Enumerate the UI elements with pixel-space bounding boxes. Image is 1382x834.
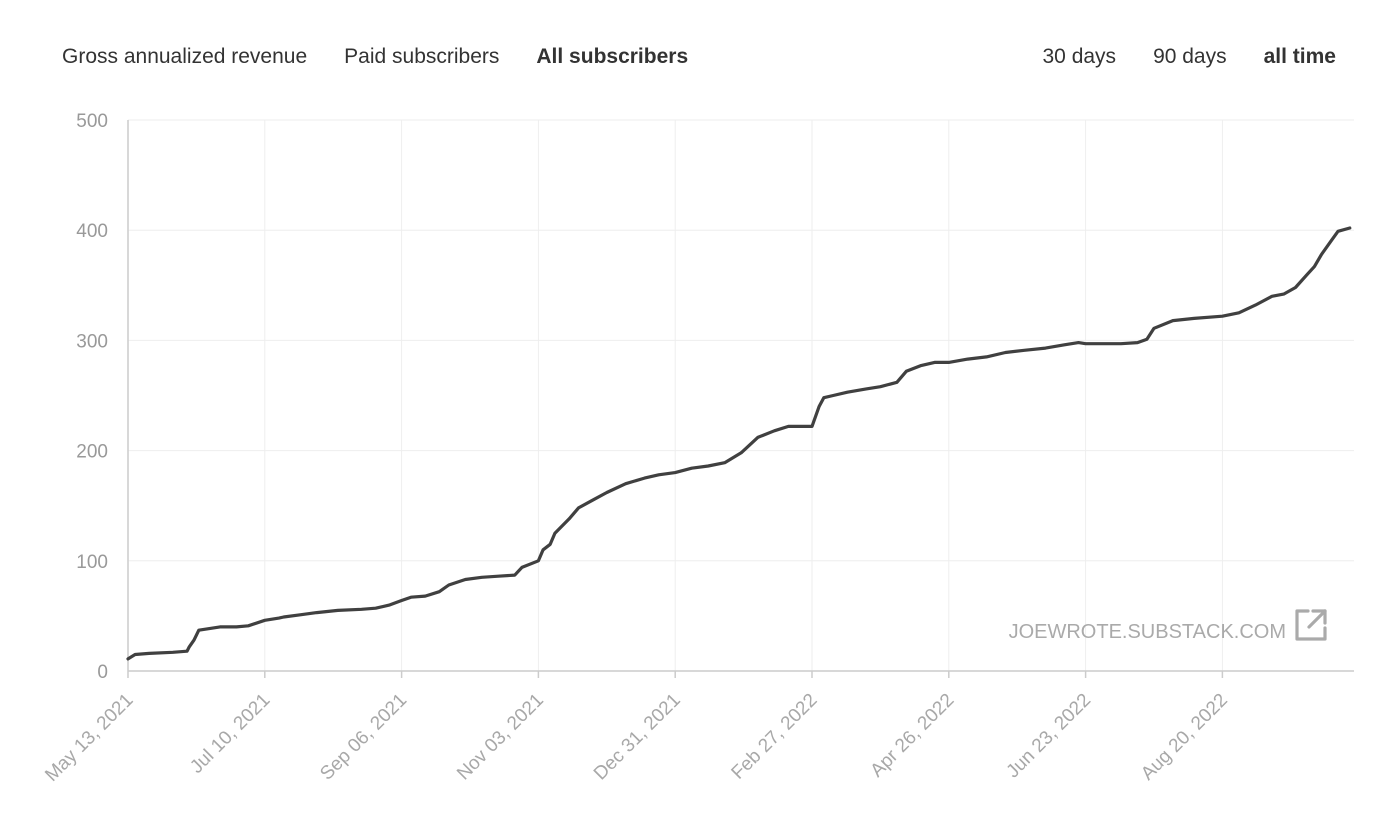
x-tick-label: Dec 31, 2021: [590, 690, 685, 785]
series-line-all-subscribers: [126, 226, 1352, 661]
x-tick-label: Jul 10, 2021: [186, 690, 274, 778]
x-tick-label: May 13, 2021: [41, 690, 137, 786]
y-tick-label: 200: [76, 442, 108, 463]
x-tick-label: Aug 20, 2022: [1137, 690, 1232, 785]
metric-tabs: Gross annualized revenue Paid subscriber…: [62, 44, 688, 70]
watermark[interactable]: JOEWROTE.SUBSTACK.COM: [1009, 609, 1327, 643]
x-tick-label: Feb 27, 2022: [728, 690, 822, 784]
y-tick-label: 400: [76, 221, 108, 242]
series-layer: [126, 226, 1352, 661]
x-tick-label: Nov 03, 2021: [453, 690, 548, 785]
y-tick-label: 100: [76, 552, 108, 573]
tab-all-time[interactable]: all time: [1263, 45, 1336, 68]
x-tick-label: Jun 23, 2022: [1003, 690, 1096, 783]
grid-layer: [128, 119, 1354, 671]
tab-gross-annualized-revenue[interactable]: Gross annualized revenue: [62, 45, 308, 68]
y-tick-labels: 0 100 200 300 400 500: [76, 111, 108, 683]
y-tick-label: 0: [97, 662, 108, 683]
axis-layer: [127, 120, 1354, 678]
tab-paid-subscribers[interactable]: Paid subscribers: [344, 45, 500, 68]
x-tick-label: Sep 06, 2021: [316, 690, 411, 785]
external-link-icon: [1295, 609, 1327, 641]
tab-all-subscribers[interactable]: All subscribers: [536, 45, 689, 68]
x-tick-labels: May 13, 2021 Jul 10, 2021 Sep 06, 2021 Nov …: [41, 690, 1232, 786]
range-tabs: 30 days 90 days all time: [1043, 44, 1337, 70]
tab-30-days[interactable]: 30 days: [1042, 45, 1117, 68]
tab-90-days[interactable]: 90 days: [1153, 45, 1227, 68]
y-tick-label: 300: [76, 331, 108, 352]
x-tick-label: Apr 26, 2022: [867, 690, 959, 782]
y-tick-label: 500: [76, 111, 108, 132]
watermark-text: JOEWROTE.SUBSTACK.COM: [1009, 621, 1286, 643]
